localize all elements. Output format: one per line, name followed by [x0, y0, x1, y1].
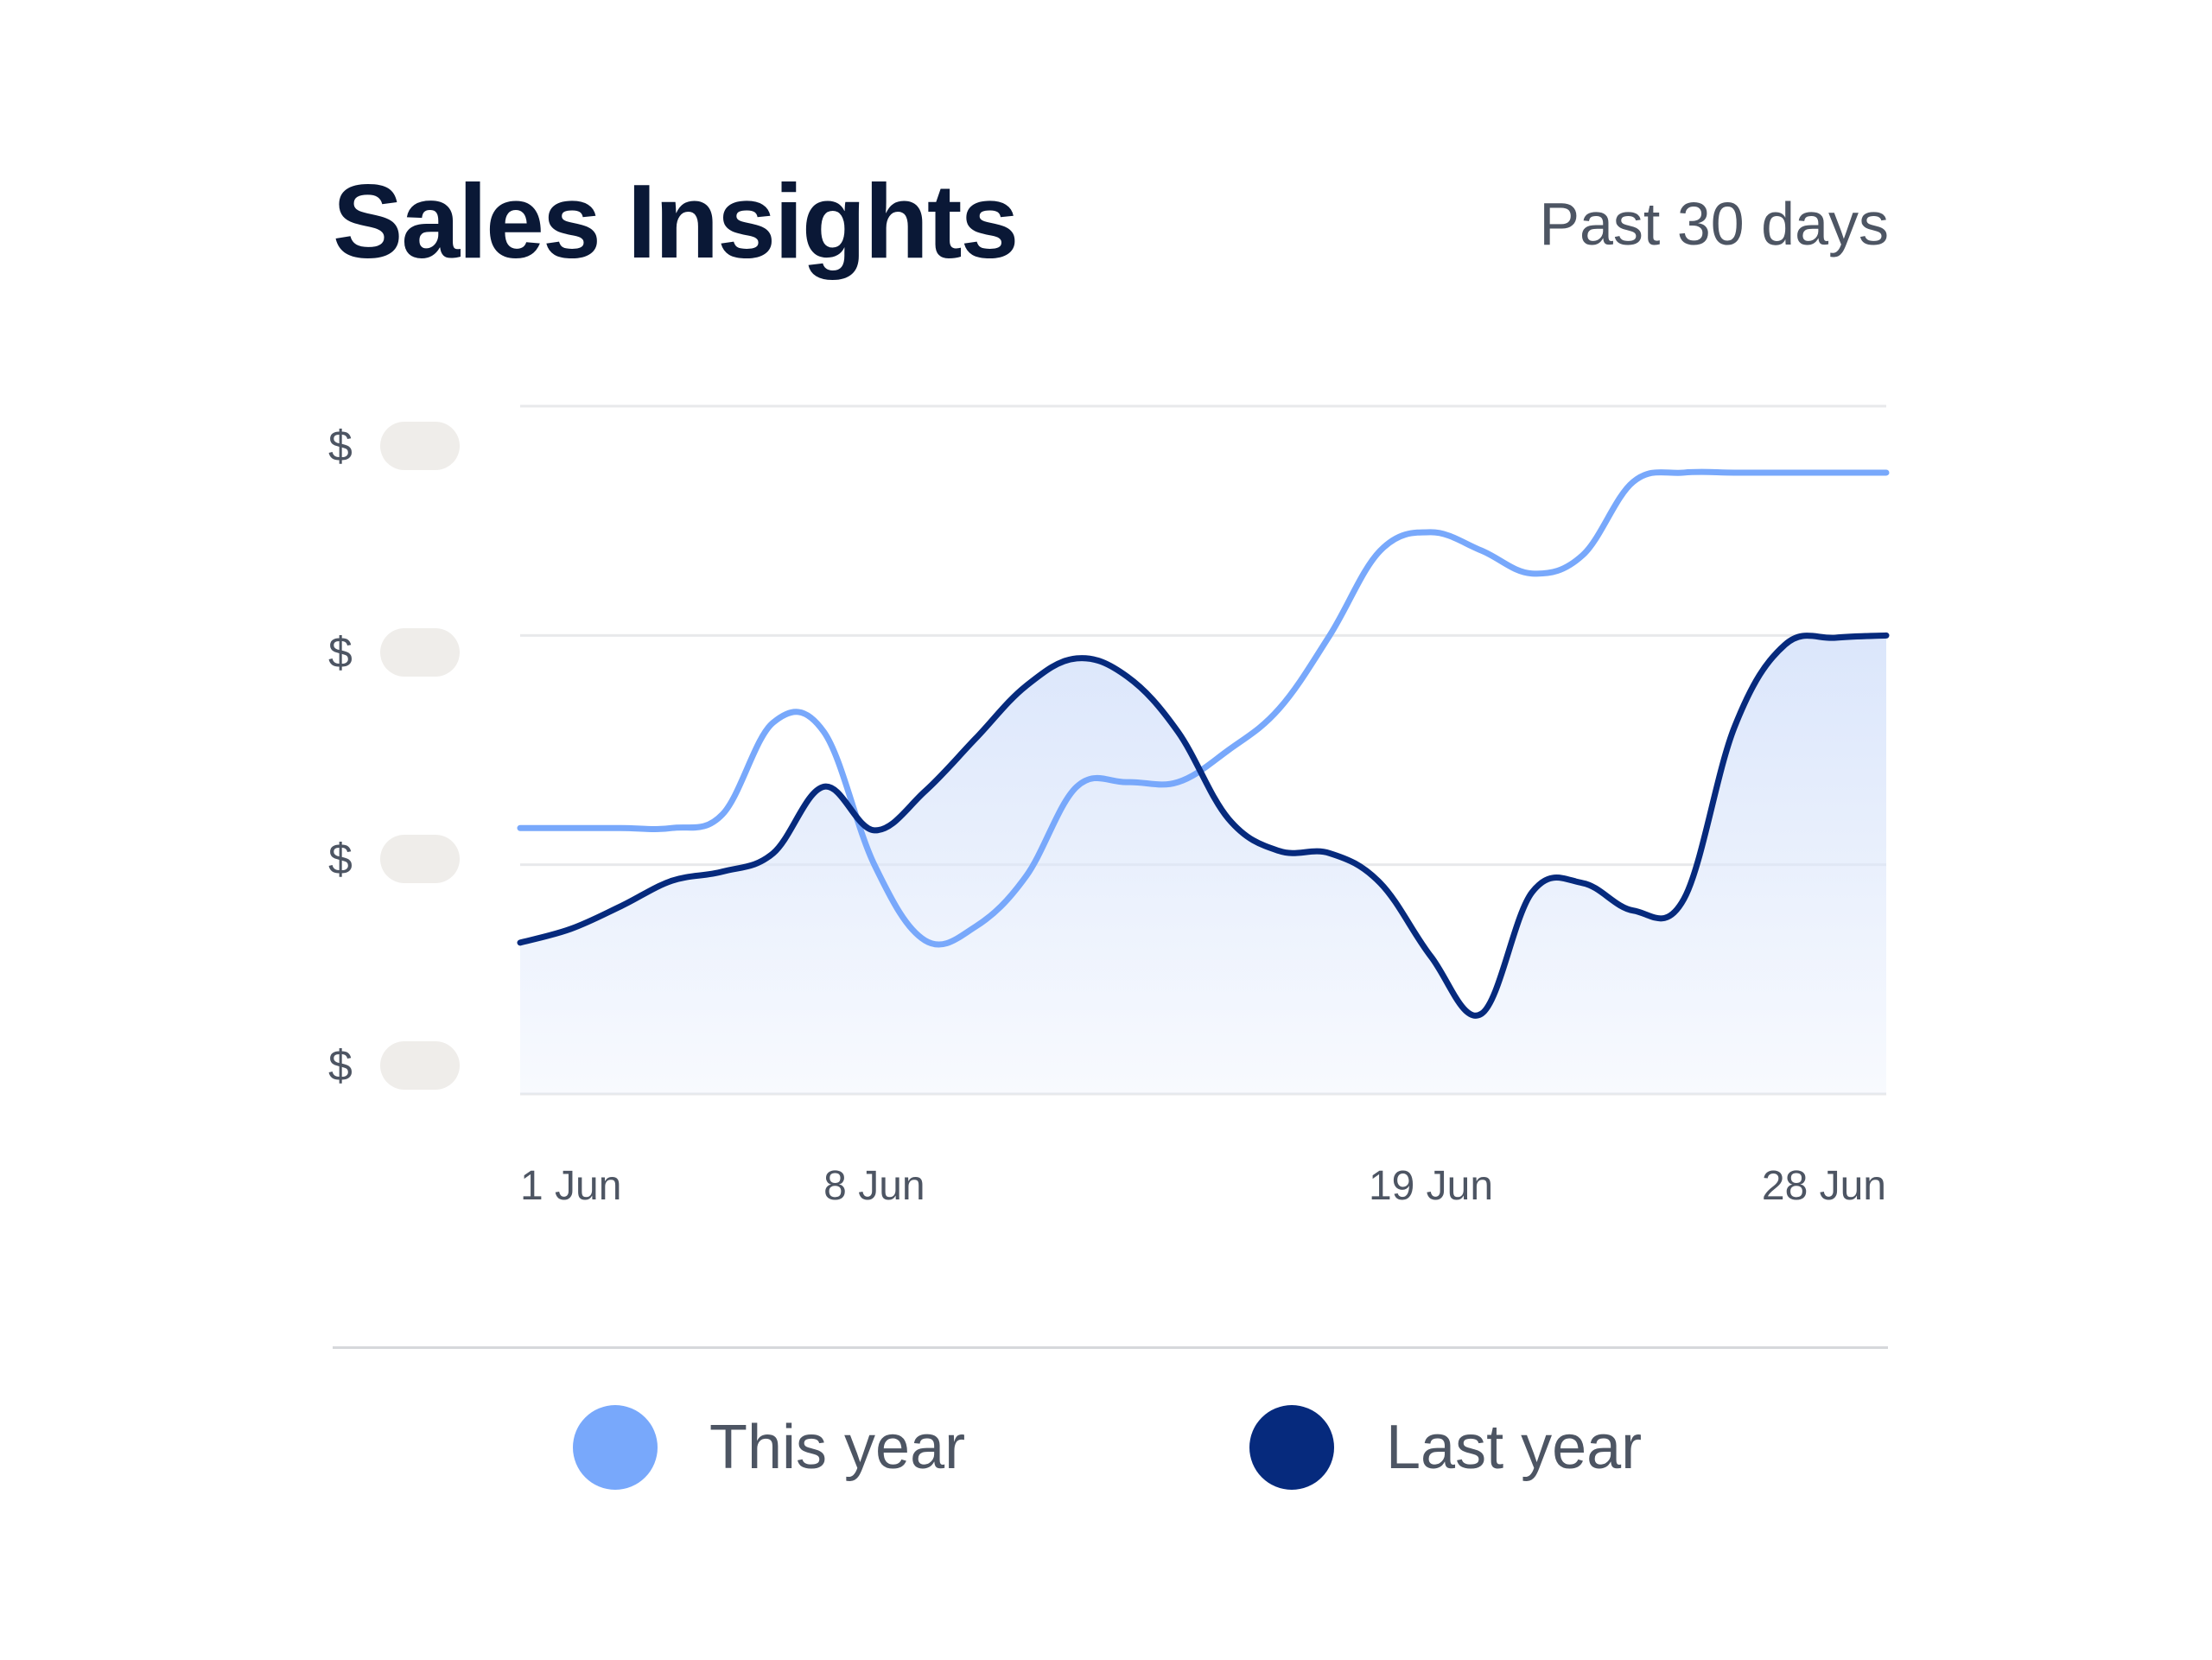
- dollar-symbol: $: [328, 422, 353, 470]
- legend-label-last-year: Last year: [1386, 1413, 1643, 1482]
- redacted-value-placeholder: [380, 835, 460, 883]
- dollar-symbol: $: [328, 1041, 353, 1090]
- dollar-symbol: $: [328, 835, 353, 883]
- x-tick-label: 1 Jun: [520, 1163, 621, 1209]
- series-line-this-year[interactable]: [517, 468, 1890, 948]
- y-axis-label: $: [328, 422, 467, 470]
- redacted-value-placeholder: [380, 628, 460, 677]
- series-line-last-year[interactable]: [517, 632, 1890, 1019]
- legend-swatch-this-year: [573, 1405, 658, 1490]
- y-axis-label: $: [328, 835, 467, 883]
- x-tick-label: 8 Jun: [823, 1163, 925, 1209]
- legend-item-this-year[interactable]: This year: [573, 1404, 965, 1491]
- y-axis-label: $: [328, 1041, 467, 1090]
- legend-item-last-year[interactable]: Last year: [1249, 1404, 1642, 1491]
- dollar-symbol: $: [328, 628, 353, 677]
- redacted-value-placeholder: [380, 1041, 460, 1090]
- legend-label-this-year: This year: [709, 1413, 966, 1482]
- period-selector[interactable]: Past 30 days: [1539, 190, 1889, 258]
- page-title: Sales Insights: [333, 162, 1019, 280]
- legend-divider: [333, 1346, 1888, 1349]
- series-area-last-year: [520, 635, 1886, 1094]
- redacted-value-placeholder: [380, 422, 460, 470]
- x-tick-label: 19 Jun: [1369, 1163, 1493, 1209]
- y-axis-label: $: [328, 628, 467, 677]
- x-tick-label: 28 Jun: [1762, 1163, 1886, 1209]
- legend-swatch-last-year: [1249, 1405, 1334, 1490]
